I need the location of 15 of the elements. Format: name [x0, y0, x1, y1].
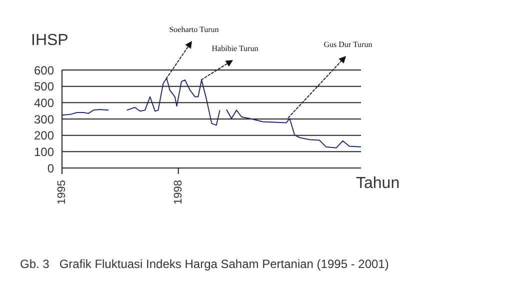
y-tick-label: 500 — [34, 80, 54, 94]
y-tick-label: 600 — [34, 63, 54, 78]
text: Gb. 3 Grafik Fluktuasi Indeks Harga Saham Pertanian (1995 - 2001) — [20, 257, 389, 271]
x-axis-title: Tahun — [356, 175, 400, 193]
y-tick-label: 400 — [34, 96, 54, 110]
text: Habibie Turun — [212, 44, 258, 53]
y-axis-title: IHSP — [31, 32, 68, 50]
x-tick-label: 1998 — [172, 180, 184, 204]
x-tick-label: 1995 — [56, 180, 68, 204]
text: Gus Dur Turun — [324, 40, 372, 49]
y-tick-label: 300 — [34, 112, 54, 126]
y-tick-label: 0 — [47, 161, 54, 176]
y-tick-label: 200 — [34, 128, 54, 143]
text: Soeharto Turun — [169, 25, 219, 34]
y-tick-label: 100 — [34, 144, 54, 159]
